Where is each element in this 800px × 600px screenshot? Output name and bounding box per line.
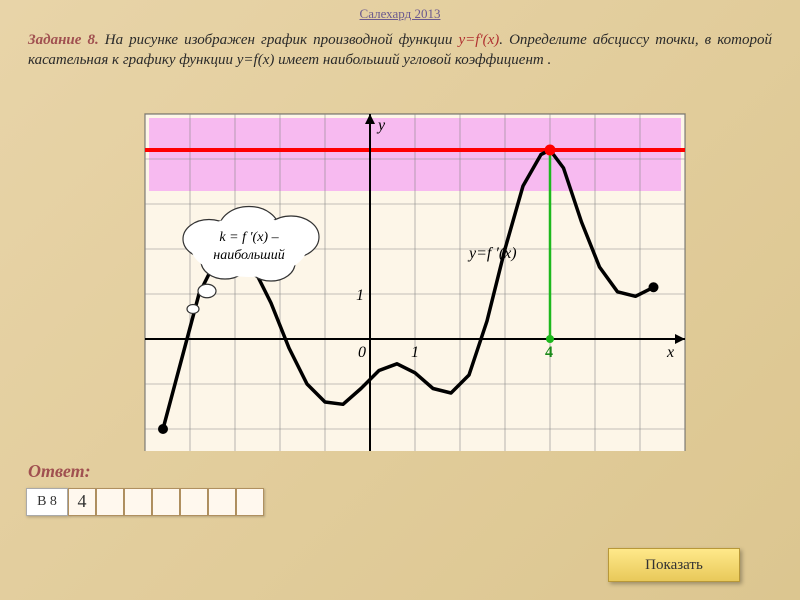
svg-text:x: x bbox=[666, 344, 674, 361]
svg-text:1: 1 bbox=[411, 344, 419, 361]
svg-text:наибольший: наибольший bbox=[213, 248, 285, 263]
answer-digit-0[interactable]: 4 bbox=[68, 488, 96, 516]
svg-text:1: 1 bbox=[356, 287, 364, 304]
show-button[interactable]: Показать bbox=[608, 548, 740, 582]
problem-statement: Задание 8. На рисунке изображен график п… bbox=[0, 22, 800, 75]
problem-fx: y=f'(x) bbox=[458, 32, 499, 48]
answer-label: Ответ: bbox=[28, 461, 91, 482]
answer-digit-6[interactable] bbox=[236, 488, 264, 516]
b8-box: В 8 bbox=[26, 488, 68, 516]
answer-digit-1[interactable] bbox=[96, 488, 124, 516]
answer-boxes: В 8 4 bbox=[26, 488, 800, 516]
answer-digit-4[interactable] bbox=[180, 488, 208, 516]
task-number: Задание 8. bbox=[28, 32, 99, 48]
svg-text:k = f ′(x) –: k = f ′(x) – bbox=[219, 230, 279, 245]
answer-digit-3[interactable] bbox=[152, 488, 180, 516]
svg-text:y=f ′(x): y=f ′(x) bbox=[467, 245, 517, 262]
chart-svg: 0 1 1 x y 4 y=f ′(x) k = f ′(x) – наибольший bbox=[100, 81, 700, 451]
svg-text:4: 4 bbox=[545, 344, 553, 361]
problem-part1: На рисунке изображен график производной … bbox=[99, 32, 459, 48]
answer-digit-5[interactable] bbox=[208, 488, 236, 516]
svg-text:0: 0 bbox=[358, 344, 366, 361]
chart: 0 1 1 x y 4 y=f ′(x) k = f ′(x) – наибольший bbox=[100, 81, 700, 451]
answer-digit-2[interactable] bbox=[124, 488, 152, 516]
header-link[interactable]: Салехард 2013 bbox=[0, 0, 800, 22]
svg-text:y: y bbox=[376, 117, 386, 134]
